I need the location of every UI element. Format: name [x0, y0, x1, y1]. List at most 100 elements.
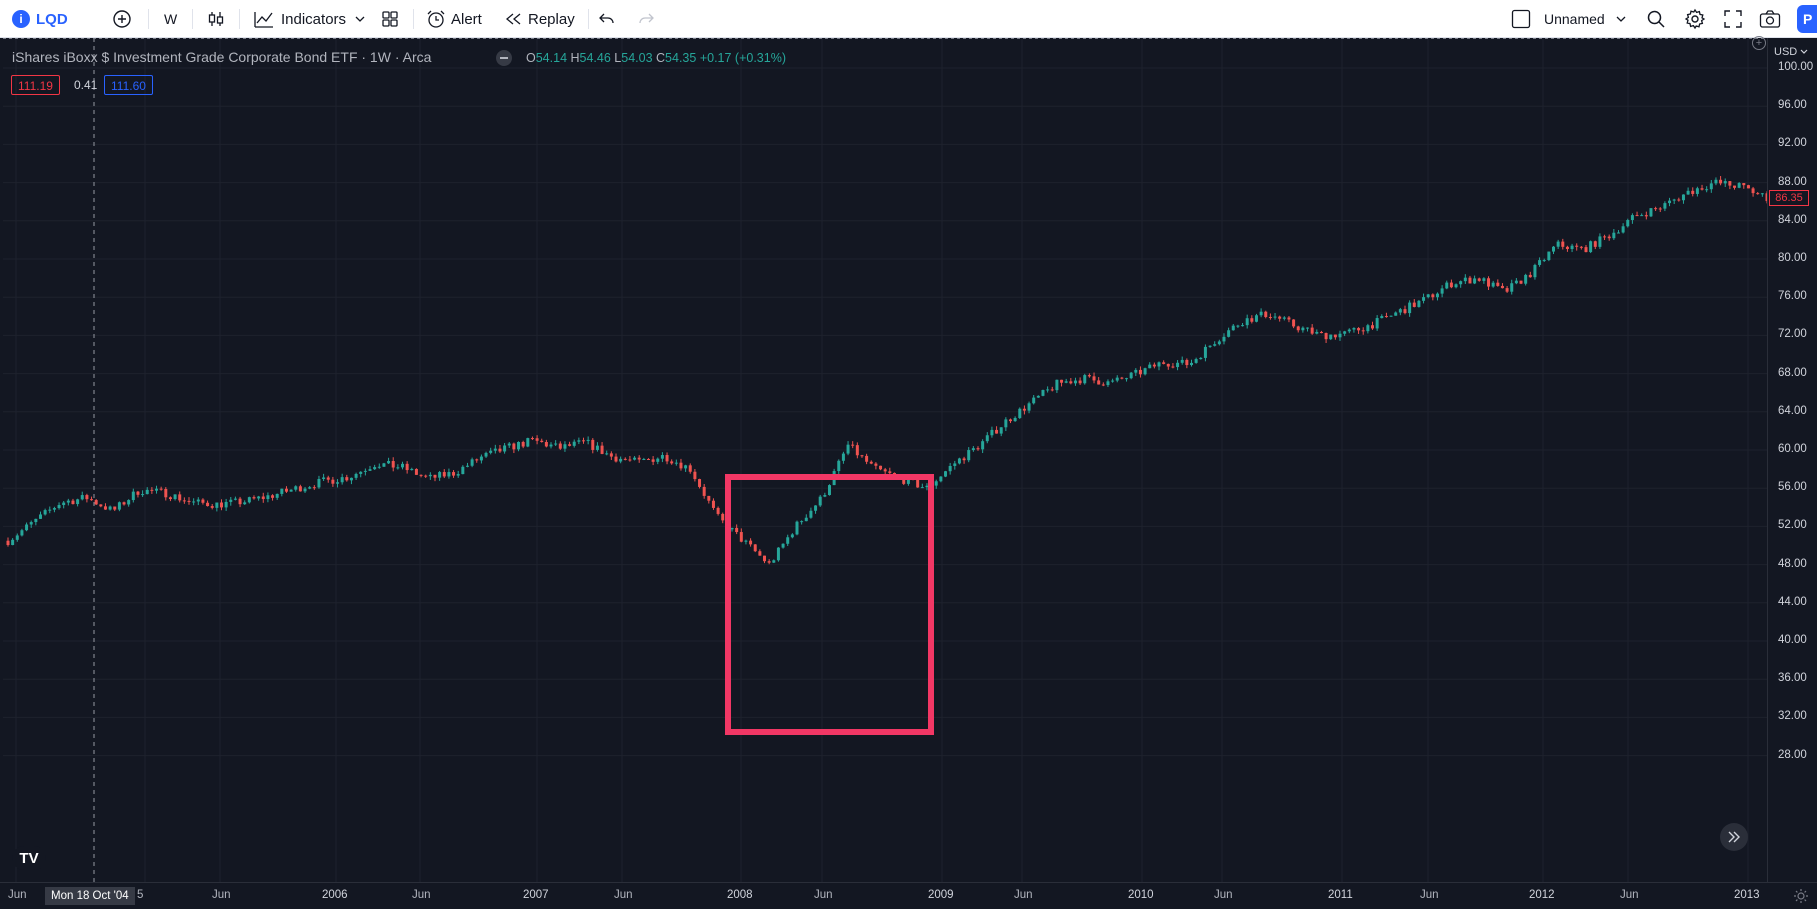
candle-body — [387, 461, 391, 464]
fullscreen-button[interactable] — [1724, 0, 1742, 38]
undo-button[interactable] — [598, 0, 616, 38]
highlight-rectangle[interactable] — [725, 474, 934, 735]
candle-body — [322, 477, 326, 479]
candle-body — [173, 494, 177, 500]
candle-body — [869, 461, 873, 464]
collapse-legend-button[interactable] — [496, 50, 512, 66]
candle-body — [1115, 377, 1119, 381]
replay-button[interactable]: Replay — [505, 0, 575, 38]
candle-body — [1398, 309, 1402, 313]
tradingview-logo-icon[interactable]: TV — [12, 846, 46, 870]
candle-body — [1431, 294, 1435, 298]
candle-body — [707, 495, 711, 501]
candle-body — [1347, 329, 1351, 332]
candle-body — [1556, 241, 1560, 247]
candle-body — [1519, 280, 1523, 284]
candle-body — [349, 477, 353, 481]
candle-body — [851, 444, 855, 446]
candle-body — [1371, 325, 1375, 329]
time-tick-label: Jun — [614, 889, 633, 901]
chart-pane[interactable]: iShares iBoxx $ Investment Grade Corpora… — [3, 38, 1767, 882]
candle-body — [637, 457, 641, 460]
candle-body — [670, 461, 674, 464]
candle-body — [1194, 359, 1198, 363]
time-tick-label: Jun — [412, 889, 431, 901]
alert-button[interactable]: Alert — [425, 0, 482, 38]
minus-icon — [500, 57, 508, 59]
candle-body — [1245, 318, 1249, 326]
candle-body — [1046, 389, 1050, 391]
candle-body — [1449, 282, 1453, 288]
indicator-value-3: 111.60 — [104, 75, 153, 95]
compare-add-symbol-button[interactable] — [112, 0, 132, 38]
candle-body — [1649, 208, 1653, 217]
close-value: 54.35 — [665, 51, 697, 65]
layouts-button[interactable] — [380, 0, 400, 38]
candle-body — [108, 506, 112, 510]
undo-icon — [599, 13, 614, 24]
candle-body — [80, 495, 84, 500]
search-button[interactable] — [1646, 0, 1666, 38]
candle-body — [1143, 368, 1147, 375]
candle-body — [916, 479, 920, 488]
currency-selector[interactable]: USD — [1774, 46, 1808, 58]
layout-name: Unnamed — [1544, 11, 1605, 27]
candle-body — [280, 488, 284, 494]
candle-body — [879, 465, 883, 470]
time-tick-label: Jun — [212, 889, 231, 901]
snapshot-button[interactable] — [1759, 0, 1781, 38]
series-title[interactable]: iShares iBoxx $ Investment Grade Corpora… — [12, 49, 432, 65]
candle-body — [1616, 232, 1620, 234]
candle-body — [1677, 199, 1681, 201]
candle-body — [716, 507, 720, 514]
layout-checkbox[interactable] — [1511, 0, 1531, 38]
time-tick-label: Jun — [8, 889, 27, 901]
candle-body — [837, 460, 841, 472]
candle-body — [990, 429, 994, 436]
indicator-templates-dropdown[interactable] — [354, 0, 366, 38]
indicators-button[interactable]: Indicators — [253, 0, 346, 38]
publish-button[interactable]: P — [1797, 5, 1817, 33]
price-tick-label: 32.00 — [1778, 710, 1807, 723]
candle-body — [1366, 325, 1370, 332]
candle-body — [247, 497, 251, 503]
candle-body — [1514, 280, 1518, 284]
candle-body — [85, 495, 89, 500]
settings-button[interactable] — [1684, 0, 1706, 38]
candle-body — [1737, 183, 1741, 188]
candle-body — [424, 475, 428, 477]
candle-body — [489, 450, 493, 453]
candle-body — [1459, 281, 1463, 285]
candle-body — [841, 453, 845, 461]
interval-button[interactable]: W — [164, 0, 177, 38]
candles-icon — [208, 12, 224, 26]
candle-body — [1097, 380, 1101, 385]
price-chart[interactable] — [3, 38, 1767, 882]
candle-body — [1004, 419, 1008, 428]
camera-icon — [1759, 10, 1781, 28]
candle-body — [182, 500, 186, 502]
candle-body — [1176, 362, 1180, 368]
price-scale[interactable]: USD + 100.00 96.00 92.00 88.00 84.00 80.00 76.… — [1752, 36, 1817, 882]
add-plus-icon[interactable]: + — [1752, 36, 1766, 50]
candle-body — [257, 496, 261, 499]
candle-body — [934, 481, 938, 486]
candle-body — [6, 540, 10, 546]
redo-button[interactable] — [637, 0, 655, 38]
candle-body — [1078, 380, 1082, 384]
time-scale[interactable]: Jun 5 Jun 2006 Jun 2007 Jun 2008 Jun 2009 Jun 2010 J… — [0, 882, 1817, 909]
layout-name-dropdown[interactable]: Unnamed — [1544, 0, 1627, 38]
candle-body — [66, 500, 70, 503]
scroll-to-realtime-button[interactable] — [1720, 823, 1748, 851]
candle-body — [586, 439, 590, 441]
price-tick-label: 96.00 — [1778, 99, 1807, 112]
candle-body — [498, 448, 502, 452]
symbol-search-button[interactable]: i LQD — [12, 0, 68, 38]
candle-body — [1254, 315, 1258, 322]
chart-type-button[interactable] — [206, 0, 226, 38]
settings-sun-icon[interactable] — [1793, 888, 1809, 904]
candle-body — [1635, 215, 1639, 217]
candle-body — [1041, 390, 1045, 396]
publish-label: P — [1803, 11, 1813, 27]
candle-body — [1036, 395, 1040, 398]
